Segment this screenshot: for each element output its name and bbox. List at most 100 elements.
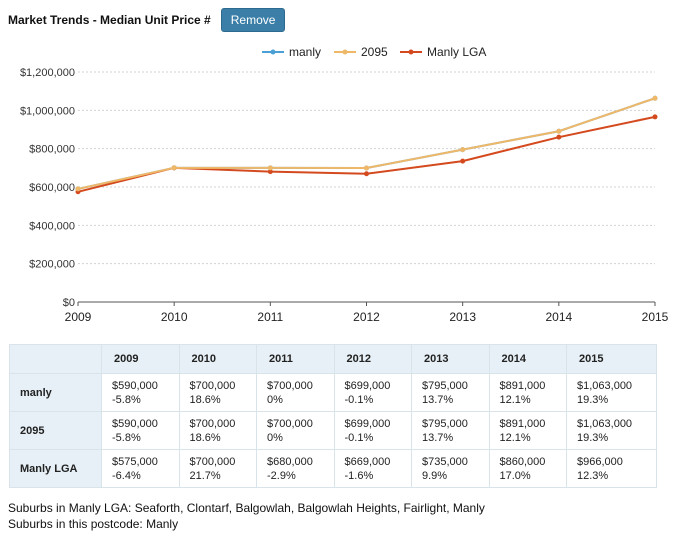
change-value: 21.7%: [189, 469, 221, 482]
table-cell: $700,000 21.7%: [178, 449, 257, 488]
remove-button[interactable]: Remove: [220, 8, 286, 32]
price-value: $700,000: [267, 417, 313, 430]
table-cell: $700,000 18.6%: [178, 373, 257, 412]
data-point-1-1: [171, 165, 177, 171]
row-label: Manly LGA: [9, 449, 102, 488]
table-cell: $680,000 -2.9%: [256, 449, 335, 488]
table-row: Manly LGA $575,000 -6.4% $700,000 21.7% $680,…: [9, 449, 657, 488]
price-value: $700,000: [189, 417, 236, 430]
y-tick-label-3: $600,000: [29, 182, 75, 194]
price-value: $966,000: [577, 455, 623, 468]
change-value: -0.1%: [344, 431, 374, 444]
price-value: $699,000: [344, 379, 391, 392]
year-header-2011: 2011: [256, 344, 335, 374]
table-cell: $590,000 -5.8%: [101, 373, 180, 412]
table-cell: $590,000 -5.8%: [101, 411, 180, 450]
year-header-2012: 2012: [333, 344, 412, 374]
table-cell: $700,000 0%: [256, 411, 335, 450]
change-value: 12.3%: [577, 469, 609, 482]
change-value: -2.9%: [267, 469, 296, 482]
y-tick-label-2: $400,000: [29, 220, 75, 232]
table-cell: $1,063,000 19.3%: [566, 373, 657, 412]
table-cell: $795,000 13.7%: [411, 411, 490, 450]
change-value: 19.3%: [577, 393, 609, 406]
year-header-2010: 2010: [178, 344, 257, 374]
postcode-suburbs-note: Suburbs in this postcode: Manly: [8, 517, 179, 531]
y-tick-label-5: $1,000,000: [20, 105, 75, 117]
year-header-2014: 2014: [488, 344, 567, 374]
price-value: $891,000: [499, 417, 546, 430]
table-cell: $669,000 -1.6%: [333, 449, 412, 488]
y-tick-label-4: $800,000: [29, 144, 75, 156]
data-point-2-6: [652, 114, 658, 120]
line-chart: $0 $200,000 $400,000 $600,000 $800,000 $1,000…: [20, 45, 669, 324]
price-value: $669,000: [344, 455, 391, 468]
data-point-2-4: [460, 158, 466, 164]
price-value: $700,000: [189, 455, 236, 468]
lga-suburbs-note: Suburbs in Manly LGA: Seaforth, Clontarf…: [8, 501, 485, 515]
table-corner: [9, 344, 102, 374]
table-cell: $891,000 12.1%: [488, 411, 567, 450]
table-cell: $1,063,000 19.3%: [566, 411, 657, 450]
change-value: 12.1%: [499, 393, 531, 406]
change-value: -5.8%: [112, 393, 141, 406]
widget-title: Market Trends - Median Unit Price #: [8, 13, 211, 27]
widget-header: Market Trends - Median Unit Price # Remo…: [8, 8, 286, 32]
data-point-2-2: [267, 169, 273, 175]
table-cell: $735,000 9.9%: [411, 449, 490, 488]
price-value: $735,000: [422, 455, 468, 468]
price-value: $1,063,000: [577, 417, 633, 430]
data-point-2-3: [364, 171, 369, 177]
price-value: $795,000: [422, 417, 468, 430]
price-value: $795,000: [422, 379, 468, 392]
price-value: $860,000: [499, 455, 546, 468]
data-point-1-0: [75, 186, 81, 192]
change-value: 13.7%: [422, 393, 454, 406]
price-value: $1,063,000: [577, 379, 633, 392]
price-value: $700,000: [189, 379, 236, 392]
row-label: 2095: [9, 411, 102, 450]
x-tick-label-0: 2009: [65, 310, 92, 324]
change-value: 0%: [267, 393, 283, 406]
change-value: -1.6%: [344, 469, 374, 482]
change-value: 17.0%: [499, 469, 531, 482]
change-value: 18.6%: [189, 431, 221, 444]
price-value: $590,000: [112, 379, 158, 392]
change-value: -5.8%: [112, 431, 141, 444]
footnotes: Suburbs in Manly LGA: Seaforth, Clontarf…: [8, 500, 485, 532]
table-cell: $966,000 12.3%: [566, 449, 657, 488]
legend-label-2: Manly LGA: [427, 45, 486, 59]
year-header-2013: 2013: [411, 344, 490, 374]
legend-marker-0: [270, 49, 276, 55]
data-point-1-4: [460, 147, 466, 153]
legend-marker-2: [408, 49, 414, 55]
table-header-row: 2009 2010 2011 2012 2013 2014 2015: [9, 344, 657, 374]
y-tick-label-1: $200,000: [29, 259, 75, 271]
change-value: -0.1%: [344, 393, 374, 406]
legend-label-0: manly: [289, 45, 321, 59]
change-value: 13.7%: [422, 431, 454, 444]
change-value: 18.6%: [189, 393, 221, 406]
x-tick-label-5: 2014: [545, 310, 572, 324]
year-header-2009: 2009: [101, 344, 180, 374]
change-value: 12.1%: [499, 431, 531, 444]
change-value: -6.4%: [112, 469, 141, 482]
change-value: 19.3%: [577, 431, 609, 444]
x-tick-label-2: 2011: [257, 310, 283, 324]
table-cell: $700,000 0%: [256, 373, 335, 412]
year-header-2015: 2015: [566, 344, 657, 374]
data-point-1-3: [364, 165, 369, 171]
table-cell: $860,000 17.0%: [488, 449, 567, 488]
table-cell: $700,000 18.6%: [178, 411, 257, 450]
data-point-1-5: [556, 128, 562, 134]
price-value: $699,000: [344, 417, 391, 430]
data-point-1-6: [652, 95, 658, 101]
table-cell: $575,000 -6.4%: [101, 449, 180, 488]
table-cell: $699,000 -0.1%: [333, 373, 412, 412]
change-value: 0%: [267, 431, 283, 444]
price-value: $575,000: [112, 455, 158, 468]
data-point-1-2: [267, 165, 273, 171]
price-table: 2009 2010 2011 2012 2013 2014 2015 manly $590,0…: [9, 344, 657, 488]
x-tick-label-6: 2015: [642, 310, 669, 324]
table-cell: $699,000 -0.1%: [333, 411, 412, 450]
